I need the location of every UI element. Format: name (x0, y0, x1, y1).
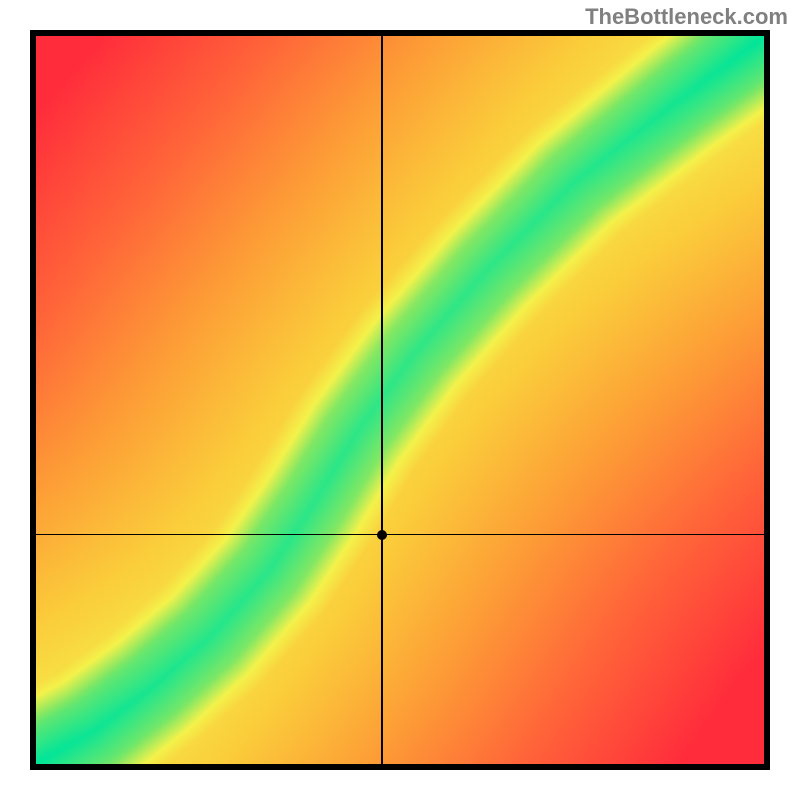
marker-dot (377, 530, 387, 540)
heatmap-canvas (36, 36, 764, 764)
chart-container: TheBottleneck.com (0, 0, 800, 800)
watermark-text: TheBottleneck.com (585, 4, 788, 30)
plot-frame (30, 30, 770, 770)
crosshair-horizontal (36, 534, 764, 536)
crosshair-vertical (381, 36, 383, 764)
